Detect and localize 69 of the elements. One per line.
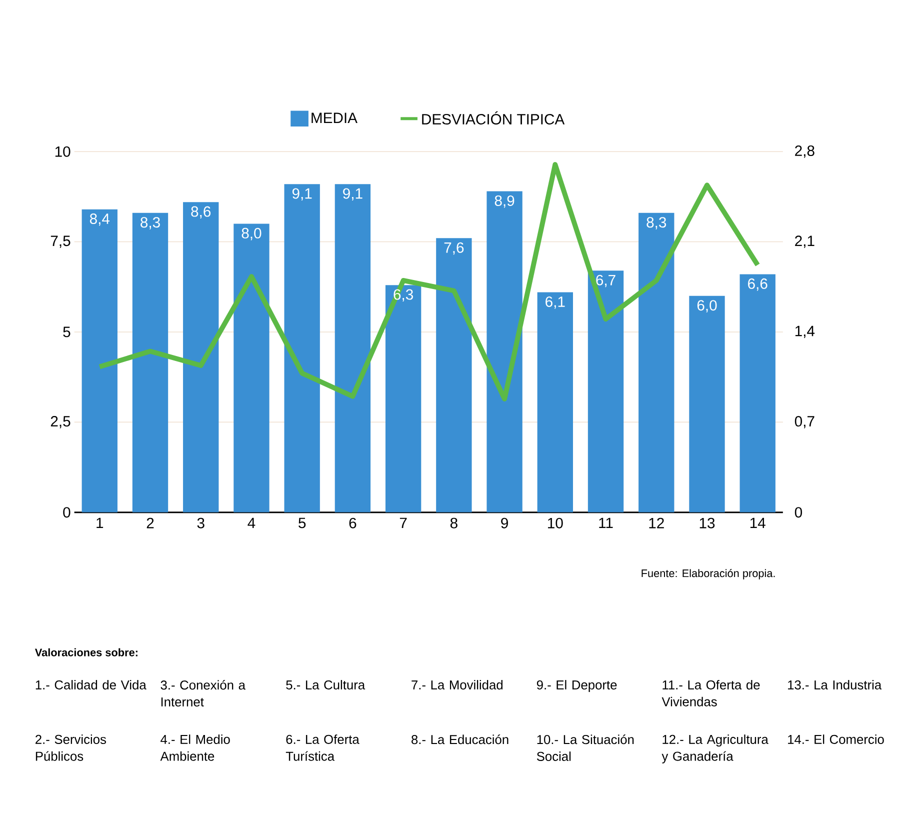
y-tick-label: 5: [63, 326, 70, 337]
text: 5.- La Cultura: [286, 680, 366, 690]
x-tick-label: 11: [599, 518, 613, 528]
y-tick-label: 7,5: [50, 236, 70, 248]
y2-tick-label: 0: [794, 506, 802, 518]
x-tick-label: 2: [146, 518, 154, 528]
bar: [334, 184, 371, 512]
bar: [183, 202, 219, 512]
bar: [537, 292, 573, 512]
bar: [638, 212, 674, 512]
data-label: 8,4: [90, 213, 110, 226]
y-tick-label: 10: [55, 146, 70, 157]
text: 3.- Conexión a Internet: [160, 680, 246, 706]
data-label: 6,6: [748, 278, 768, 291]
legend-label: MEDIA: [312, 112, 358, 123]
y2-tick-label: 0,7: [794, 416, 814, 428]
data-label: 8,0: [242, 228, 262, 240]
text: Valoraciones sobre:: [34, 648, 138, 656]
text: 11.- La Oferta de Viviendas: [662, 680, 760, 706]
y2-tick-label: 2,8: [795, 145, 814, 158]
x-tick-label: 9: [501, 518, 508, 528]
data-label: 8,3: [140, 216, 160, 230]
text: 14.- El Comercio: [788, 734, 884, 744]
bar: [234, 224, 270, 512]
data-label: 8,6: [191, 206, 211, 218]
data-label: 9,1: [343, 188, 362, 200]
data-label: 9,1: [292, 188, 312, 200]
x-tick-label: 4: [248, 518, 256, 528]
text: 7.- La Movilidad: [412, 680, 502, 690]
data-label: 8,3: [646, 216, 666, 230]
bar: [588, 270, 624, 512]
x-tick-label: 3: [197, 518, 204, 528]
text: 8.- La Educación: [412, 734, 508, 744]
x-tick-label: 13: [700, 518, 715, 528]
x-tick-label: 7: [400, 518, 407, 528]
x-tick-label: 14: [750, 518, 766, 528]
bar: [689, 296, 725, 512]
x-tick-label: 10: [548, 518, 563, 528]
text: 6.- La Oferta Turística: [286, 734, 360, 761]
data-label: 8,9: [494, 195, 514, 208]
bar: [132, 212, 168, 512]
bar: [284, 184, 320, 512]
text: 9.- El Deporte: [536, 680, 617, 692]
data-label: 7,6: [444, 242, 464, 254]
x-tick-label: 12: [649, 518, 664, 528]
text: 13.- La Industria: [788, 680, 882, 690]
text: 12.- La Agricultura y Ganadería: [662, 734, 768, 764]
y-tick-label: 0: [63, 506, 70, 518]
bar: [486, 191, 522, 512]
bar: [385, 284, 422, 512]
x-tick-label: 8: [450, 518, 458, 528]
legend-label: DESVIACIÓN TIPICA: [422, 111, 565, 124]
text: 1.- Calidad de Vida: [36, 680, 146, 690]
data-label: 6,1: [546, 296, 565, 309]
text: 4.- El Medio Ambiente: [160, 734, 230, 761]
data-label: 6,0: [697, 300, 717, 312]
text: 10.- La Situación Social: [536, 734, 634, 761]
bar: [740, 274, 776, 512]
bar: [82, 209, 118, 512]
y2-tick-label: 1,4: [795, 326, 815, 338]
data-label: 6,7: [596, 274, 616, 287]
x-tick-label: 6: [349, 518, 356, 528]
text: 2.- Servicios Públicos: [36, 734, 106, 761]
x-tick-label: 5: [298, 518, 306, 528]
bar: [436, 238, 472, 512]
y-tick-label: 2,5: [50, 416, 70, 428]
source-note: Fuente: Elaboración propia.: [642, 568, 775, 580]
y2-tick-label: 2,1: [795, 235, 814, 248]
x-tick-label: 1: [96, 518, 104, 528]
